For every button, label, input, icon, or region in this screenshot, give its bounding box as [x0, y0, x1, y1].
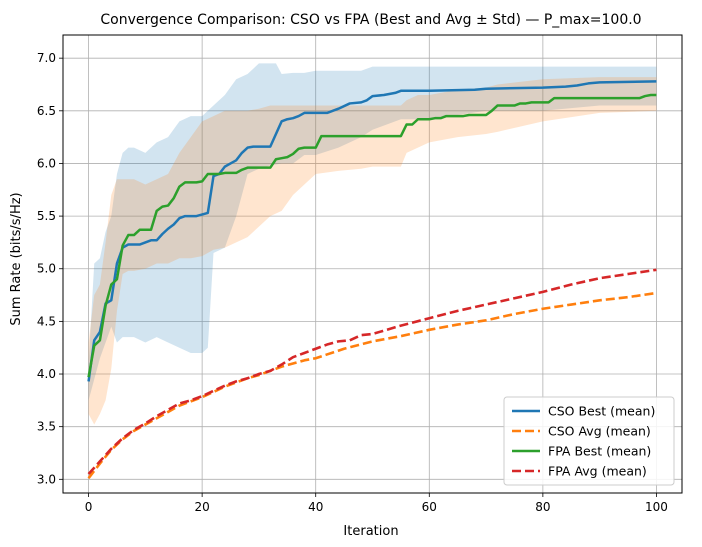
plot-frame — [62, 34, 683, 494]
x-tick-label: 20 — [194, 500, 209, 514]
cso-std-band — [88, 63, 657, 401]
y-tick-label: 4.5 — [37, 314, 56, 328]
y-tick-label: 3.5 — [37, 420, 56, 434]
fpa-best-mean-line — [87, 93, 657, 378]
y-tick-label: 7.0 — [37, 51, 56, 65]
cso-best-mean-line — [87, 80, 657, 382]
legend-label: FPA Best (mean) — [548, 444, 651, 459]
y-tick-label: 3.0 — [37, 472, 56, 486]
x-tick-label: 0 — [85, 500, 93, 514]
legend-label: CSO Best (mean) — [548, 404, 655, 419]
x-tick-label: 80 — [535, 500, 550, 514]
y-tick-label: 6.5 — [37, 104, 56, 118]
y-tick-label: 5.5 — [37, 209, 56, 223]
grid-lines — [63, 35, 682, 493]
y-tick-label: 4.0 — [37, 367, 56, 381]
x-axis-ticks: 0 20 40 60 80 100 — [85, 493, 668, 514]
chart-title: Convergence Comparison: CSO vs FPA (Best… — [100, 12, 641, 28]
x-tick-label: 60 — [422, 500, 437, 514]
y-axis-label: Sum Rate (bits/s/Hz) — [9, 192, 24, 325]
legend-label: CSO Avg (mean) — [548, 424, 651, 439]
fpa-avg-mean-line — [87, 268, 657, 475]
x-axis-label: Iteration — [343, 524, 398, 539]
y-tick-label: 5.0 — [37, 262, 56, 276]
y-axis-ticks: 3.0 3.5 4.0 4.5 5.0 5.5 6.0 6.5 7.0 — [37, 51, 63, 486]
x-tick-label: 100 — [645, 500, 668, 514]
legend-label: FPA Avg (mean) — [548, 464, 647, 479]
x-tick-label: 40 — [308, 500, 323, 514]
y-tick-label: 6.0 — [37, 156, 56, 170]
legend: CSO Best (mean) CSO Avg (mean) FPA Best (m… — [503, 396, 675, 486]
legend-box — [503, 396, 675, 486]
series-lines — [87, 80, 657, 480]
